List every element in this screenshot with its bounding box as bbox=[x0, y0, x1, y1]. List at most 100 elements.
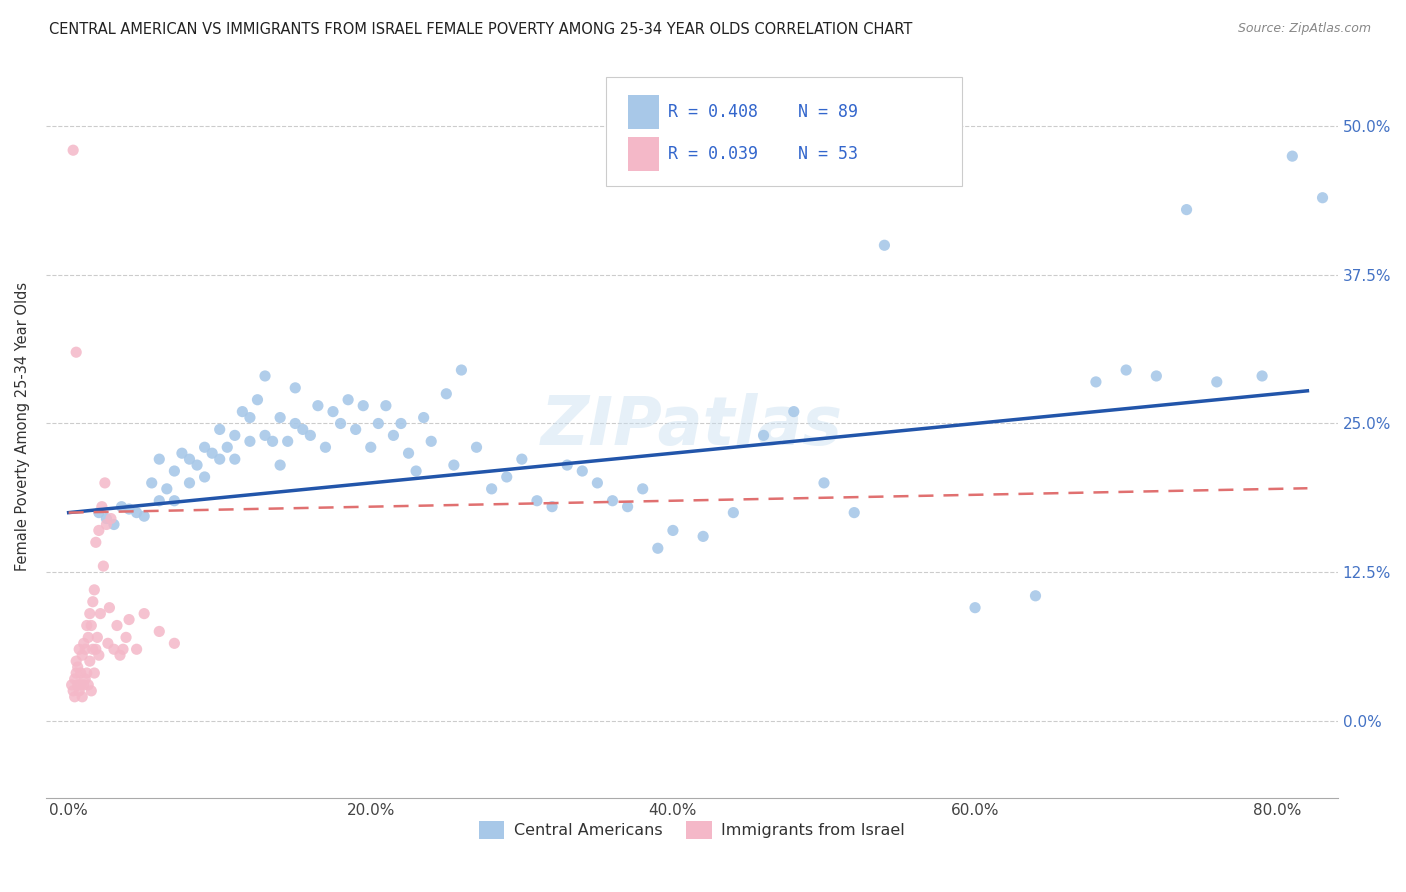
Point bbox=[405, 464, 427, 478]
Point bbox=[344, 422, 367, 436]
Point bbox=[90, 500, 112, 514]
Point bbox=[70, 690, 93, 704]
Point bbox=[329, 417, 352, 431]
Point bbox=[253, 368, 276, 383]
Point bbox=[224, 452, 246, 467]
Point bbox=[100, 511, 122, 525]
Point bbox=[118, 502, 141, 516]
Point bbox=[75, 642, 97, 657]
Point bbox=[77, 678, 100, 692]
Point bbox=[1084, 375, 1107, 389]
Point bbox=[186, 458, 208, 472]
Point bbox=[108, 648, 131, 663]
Point bbox=[89, 607, 111, 621]
Point bbox=[450, 363, 472, 377]
Point bbox=[97, 636, 120, 650]
Point bbox=[60, 678, 83, 692]
Point bbox=[602, 493, 624, 508]
Point bbox=[75, 672, 97, 686]
Point bbox=[65, 666, 87, 681]
Point bbox=[84, 642, 107, 657]
Point bbox=[65, 345, 87, 359]
Point bbox=[555, 458, 578, 472]
Text: Source: ZipAtlas.com: Source: ZipAtlas.com bbox=[1237, 22, 1371, 36]
Point bbox=[420, 434, 443, 449]
Point bbox=[692, 529, 714, 543]
Point bbox=[873, 238, 896, 252]
Point bbox=[231, 404, 253, 418]
Point bbox=[723, 506, 745, 520]
Text: CENTRAL AMERICAN VS IMMIGRANTS FROM ISRAEL FEMALE POVERTY AMONG 25-34 YEAR OLDS : CENTRAL AMERICAN VS IMMIGRANTS FROM ISRA… bbox=[49, 22, 912, 37]
Point bbox=[84, 535, 107, 549]
Point bbox=[1024, 589, 1046, 603]
Point bbox=[66, 678, 89, 692]
Point bbox=[965, 600, 987, 615]
Point bbox=[526, 493, 548, 508]
Point bbox=[80, 618, 103, 632]
Point bbox=[103, 642, 125, 657]
Point bbox=[83, 666, 105, 681]
Point bbox=[398, 446, 420, 460]
Point bbox=[118, 613, 141, 627]
Point bbox=[110, 500, 132, 514]
Point bbox=[134, 607, 156, 621]
Point bbox=[115, 631, 138, 645]
Point bbox=[77, 631, 100, 645]
Text: R = 0.039    N = 53: R = 0.039 N = 53 bbox=[668, 145, 858, 163]
Point bbox=[813, 475, 835, 490]
Point bbox=[443, 458, 465, 472]
Point bbox=[98, 600, 121, 615]
Point bbox=[194, 470, 217, 484]
Point bbox=[253, 428, 276, 442]
Point bbox=[322, 404, 344, 418]
Point bbox=[76, 666, 98, 681]
Point bbox=[125, 642, 148, 657]
Point bbox=[76, 618, 98, 632]
Point bbox=[80, 683, 103, 698]
Text: R = 0.408    N = 89: R = 0.408 N = 89 bbox=[668, 103, 858, 121]
Point bbox=[239, 410, 262, 425]
Point bbox=[148, 452, 170, 467]
Point bbox=[148, 493, 170, 508]
Point bbox=[269, 458, 291, 472]
Point bbox=[752, 428, 775, 442]
Point bbox=[412, 410, 434, 425]
Point bbox=[374, 399, 396, 413]
Point bbox=[96, 517, 118, 532]
Point bbox=[79, 654, 101, 668]
Point bbox=[194, 440, 217, 454]
Point bbox=[1175, 202, 1198, 217]
Point bbox=[87, 524, 110, 538]
Point bbox=[616, 500, 638, 514]
Point bbox=[69, 666, 91, 681]
Point bbox=[1251, 368, 1274, 383]
Point bbox=[277, 434, 299, 449]
Point bbox=[163, 636, 186, 650]
Point bbox=[73, 678, 96, 692]
Point bbox=[571, 464, 593, 478]
Text: ZIPatlas: ZIPatlas bbox=[541, 393, 842, 459]
Point bbox=[217, 440, 239, 454]
Point bbox=[662, 524, 685, 538]
Point bbox=[73, 636, 96, 650]
Point bbox=[1205, 375, 1227, 389]
Point bbox=[239, 434, 262, 449]
Point bbox=[367, 417, 389, 431]
Point bbox=[465, 440, 488, 454]
Point bbox=[360, 440, 382, 454]
Point bbox=[87, 506, 110, 520]
Point bbox=[179, 452, 201, 467]
Y-axis label: Female Poverty Among 25-34 Year Olds: Female Poverty Among 25-34 Year Olds bbox=[15, 282, 30, 571]
Point bbox=[208, 452, 231, 467]
Point bbox=[83, 582, 105, 597]
Point bbox=[1144, 368, 1167, 383]
Point bbox=[105, 618, 128, 632]
Point bbox=[783, 404, 806, 418]
Point bbox=[541, 500, 564, 514]
Point bbox=[87, 648, 110, 663]
Point bbox=[201, 446, 224, 460]
Point bbox=[647, 541, 669, 556]
Point bbox=[79, 607, 101, 621]
Point bbox=[148, 624, 170, 639]
Point bbox=[208, 422, 231, 436]
